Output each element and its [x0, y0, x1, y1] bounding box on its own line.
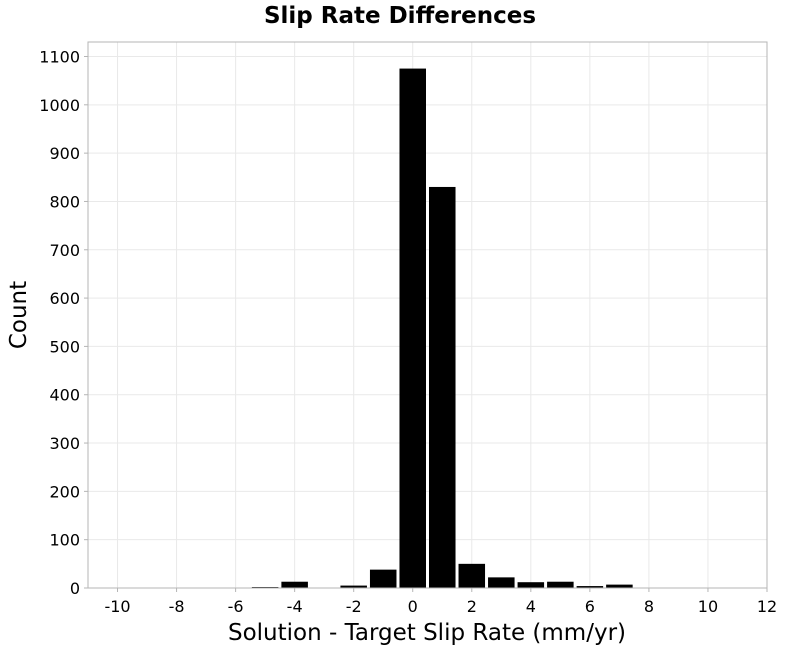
histogram-bar: [340, 585, 367, 588]
y-tick-label: 200: [49, 482, 80, 501]
x-tick-label: 6: [585, 597, 595, 616]
x-tick-label: 2: [467, 597, 477, 616]
y-axis-ticks: 0 100 200 300 400 500 600 700 800 900 1000 1100: [39, 47, 88, 598]
y-tick-label: 700: [49, 241, 80, 260]
y-tick-label: 400: [49, 386, 80, 405]
y-tick-label: 100: [49, 531, 80, 550]
histogram-bar: [488, 577, 515, 588]
y-tick-label: 1100: [39, 47, 80, 66]
x-tick-label: 8: [644, 597, 654, 616]
x-tick-label: 4: [526, 597, 536, 616]
histogram-bar: [576, 586, 604, 588]
histogram-bar: [369, 569, 397, 588]
x-tick-label: -10: [104, 597, 130, 616]
x-axis-ticks: -10 -8 -6 -4 -2 0 2 4 6 8 10 12: [104, 588, 777, 616]
histogram-bar: [458, 563, 486, 588]
x-tick-label: -4: [287, 597, 303, 616]
histogram-bar: [429, 186, 456, 588]
bars: [251, 68, 633, 589]
x-axis-label: Solution - Target Slip Rate (mm/yr): [228, 620, 626, 646]
y-tick-label: 0: [70, 579, 80, 598]
histogram-bar: [399, 68, 426, 589]
x-tick-label: 10: [698, 597, 718, 616]
chart-title: Slip Rate Differences: [264, 3, 536, 29]
histogram-bar: [606, 584, 633, 588]
y-tick-label: 900: [49, 144, 80, 163]
y-tick-label: 300: [49, 434, 80, 453]
y-tick-label: 1000: [39, 96, 80, 115]
plot-frame: [87, 41, 768, 589]
histogram-bar: [281, 581, 308, 588]
y-tick-label: 500: [49, 337, 80, 356]
grid-lines: [88, 42, 768, 589]
histogram-bar: [517, 582, 545, 588]
x-tick-label: 0: [408, 597, 418, 616]
x-tick-label: 12: [757, 597, 777, 616]
x-tick-label: -8: [169, 597, 185, 616]
y-axis-label: Count: [6, 281, 32, 349]
x-tick-label: -6: [228, 597, 244, 616]
x-tick-label: -2: [346, 597, 362, 616]
histogram-bar: [547, 581, 574, 588]
y-tick-label: 600: [49, 289, 80, 308]
y-tick-label: 800: [49, 192, 80, 211]
